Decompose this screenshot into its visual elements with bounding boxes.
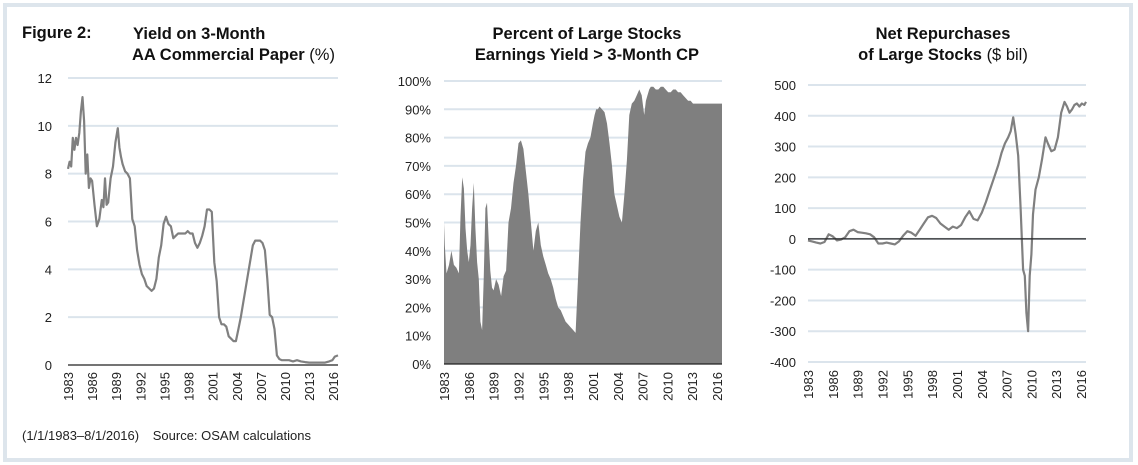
chart2-ytick-label: 50% [405,216,431,231]
chart2-xtick-label: 2013 [685,372,700,401]
chart3-ytick-label: -100 [770,263,796,278]
chart3-ytick-label: 400 [774,109,796,124]
chart2-title-line2: Earnings Yield > 3-Month CP [474,46,700,64]
chart1-xtick-label: 2010 [278,372,293,401]
chart3-title-unit: ($ bil) [986,46,1028,64]
chart2-xtick-label: 2004 [611,372,626,401]
chart2-xtick-label: 1983 [437,372,452,401]
chart3-ytick-label: -200 [770,293,796,308]
chart2-xtick-label: 1998 [561,372,576,401]
chart3-title: Net Repurchases of Large Stocks ($ bil) [808,24,1078,66]
chart2-ytick-label: 70% [405,159,431,174]
chart2-ytick-label: 10% [405,329,431,344]
chart3-xtick-label: 1989 [851,370,866,399]
chart3-ytick-label: 500 [774,78,796,93]
chart1-ytick-label: 4 [45,262,52,277]
chart1-xtick-label: 1989 [109,372,124,401]
chart3-xtick-label: 2007 [1000,370,1015,399]
chart3-title-line2: of Large Stocks [858,46,982,64]
chart1-xtick-label: 1998 [182,372,197,401]
chart2-xtick-label: 1992 [511,372,526,401]
chart3-ytick-label: -300 [770,324,796,339]
chart1-line-series [66,96,339,364]
chart2-xtick-label: 1989 [487,372,502,401]
chart3-xtick-label: 2016 [1074,370,1089,399]
chart2-title-line1: Percent of Large Stocks [492,25,682,43]
chart2-ytick-label: 80% [405,131,431,146]
chart3-title-line1: Net Repurchases [875,25,1011,43]
chart1-ytick-label: 12 [38,71,52,86]
footer-period: (1/1/1983–8/1/2016) [22,428,140,443]
chart1-xtick-label: 1995 [157,372,172,401]
chart1-title-unit: (%) [309,46,335,64]
chart3-line-series [807,100,1087,333]
chart2-ytick-label: 20% [405,300,431,315]
chart2-xtick-label: 1986 [462,372,477,401]
footer-source: Source: OSAM calculations [152,428,311,443]
chart1-xtick-label: 2001 [206,372,221,401]
chart2-xtick-label: 1995 [536,372,551,401]
chart2-ytick-label: 100% [398,74,432,89]
chart3-ytick-label: 200 [774,170,796,185]
chart2-ytick-label: 90% [405,102,431,117]
chart1-ytick-label: 8 [45,167,52,182]
chart1-title-line1: Yield on 3-Month [133,25,266,43]
chart3-xtick-label: 1992 [875,370,890,399]
chart3-xtick-label: 1995 [900,370,915,399]
chart2-xtick-label: 2007 [636,372,651,401]
chart1-xtick-label: 1983 [61,372,76,401]
chart3-ytick-label: 300 [774,140,796,155]
chart3-xtick-label: 2001 [950,370,965,399]
chart1-xtick-label: 2016 [326,372,341,401]
chart1-ytick-label: 2 [45,310,52,325]
chart3-xtick-label: 2013 [1049,370,1064,399]
chart1-xtick-label: 1986 [85,372,100,401]
chart3-xtick-label: 1998 [925,370,940,399]
chart2-ytick-label: 60% [405,187,431,202]
figure-footer: (1/1/1983–8/1/2016) Source: OSAM calcula… [22,428,321,443]
chart3-xtick-label: 2010 [1024,370,1039,399]
chart2-title: Percent of Large Stocks Earnings Yield >… [452,24,722,66]
chart1-title: Yield on 3-Month AA Commercial Paper (%) [132,24,335,66]
chart1-ytick-label: 6 [45,215,52,230]
chart2-xtick-label: 2001 [586,372,601,401]
chart1-xtick-label: 2013 [302,372,317,401]
chart2-ytick-label: 30% [405,272,431,287]
chart1-ytick-label: 10 [38,119,52,134]
chart2-xtick-label: 2016 [710,372,725,401]
chart2-area-series [444,86,722,364]
chart2-ytick-label: 40% [405,244,431,259]
chart3-xtick-label: 1986 [826,370,841,399]
chart3-xtick-label: 1983 [801,370,816,399]
chart3-xtick-label: 2004 [975,370,990,399]
chart1-xtick-label: 1992 [133,372,148,401]
chart2-xtick-label: 2010 [660,372,675,401]
chart3-ytick-label: -400 [770,355,796,370]
chart1-ytick-label: 0 [45,358,52,373]
chart1-xtick-label: 2004 [230,372,245,401]
chart1-xtick-label: 2007 [254,372,269,401]
chart3-ytick-label: 100 [774,201,796,216]
chart1-title-line2: AA Commercial Paper [132,46,305,64]
figure-label: Figure 2: [22,24,92,42]
chart2-ytick-label: 0% [412,357,431,372]
chart3-ytick-label: 0 [789,232,796,247]
